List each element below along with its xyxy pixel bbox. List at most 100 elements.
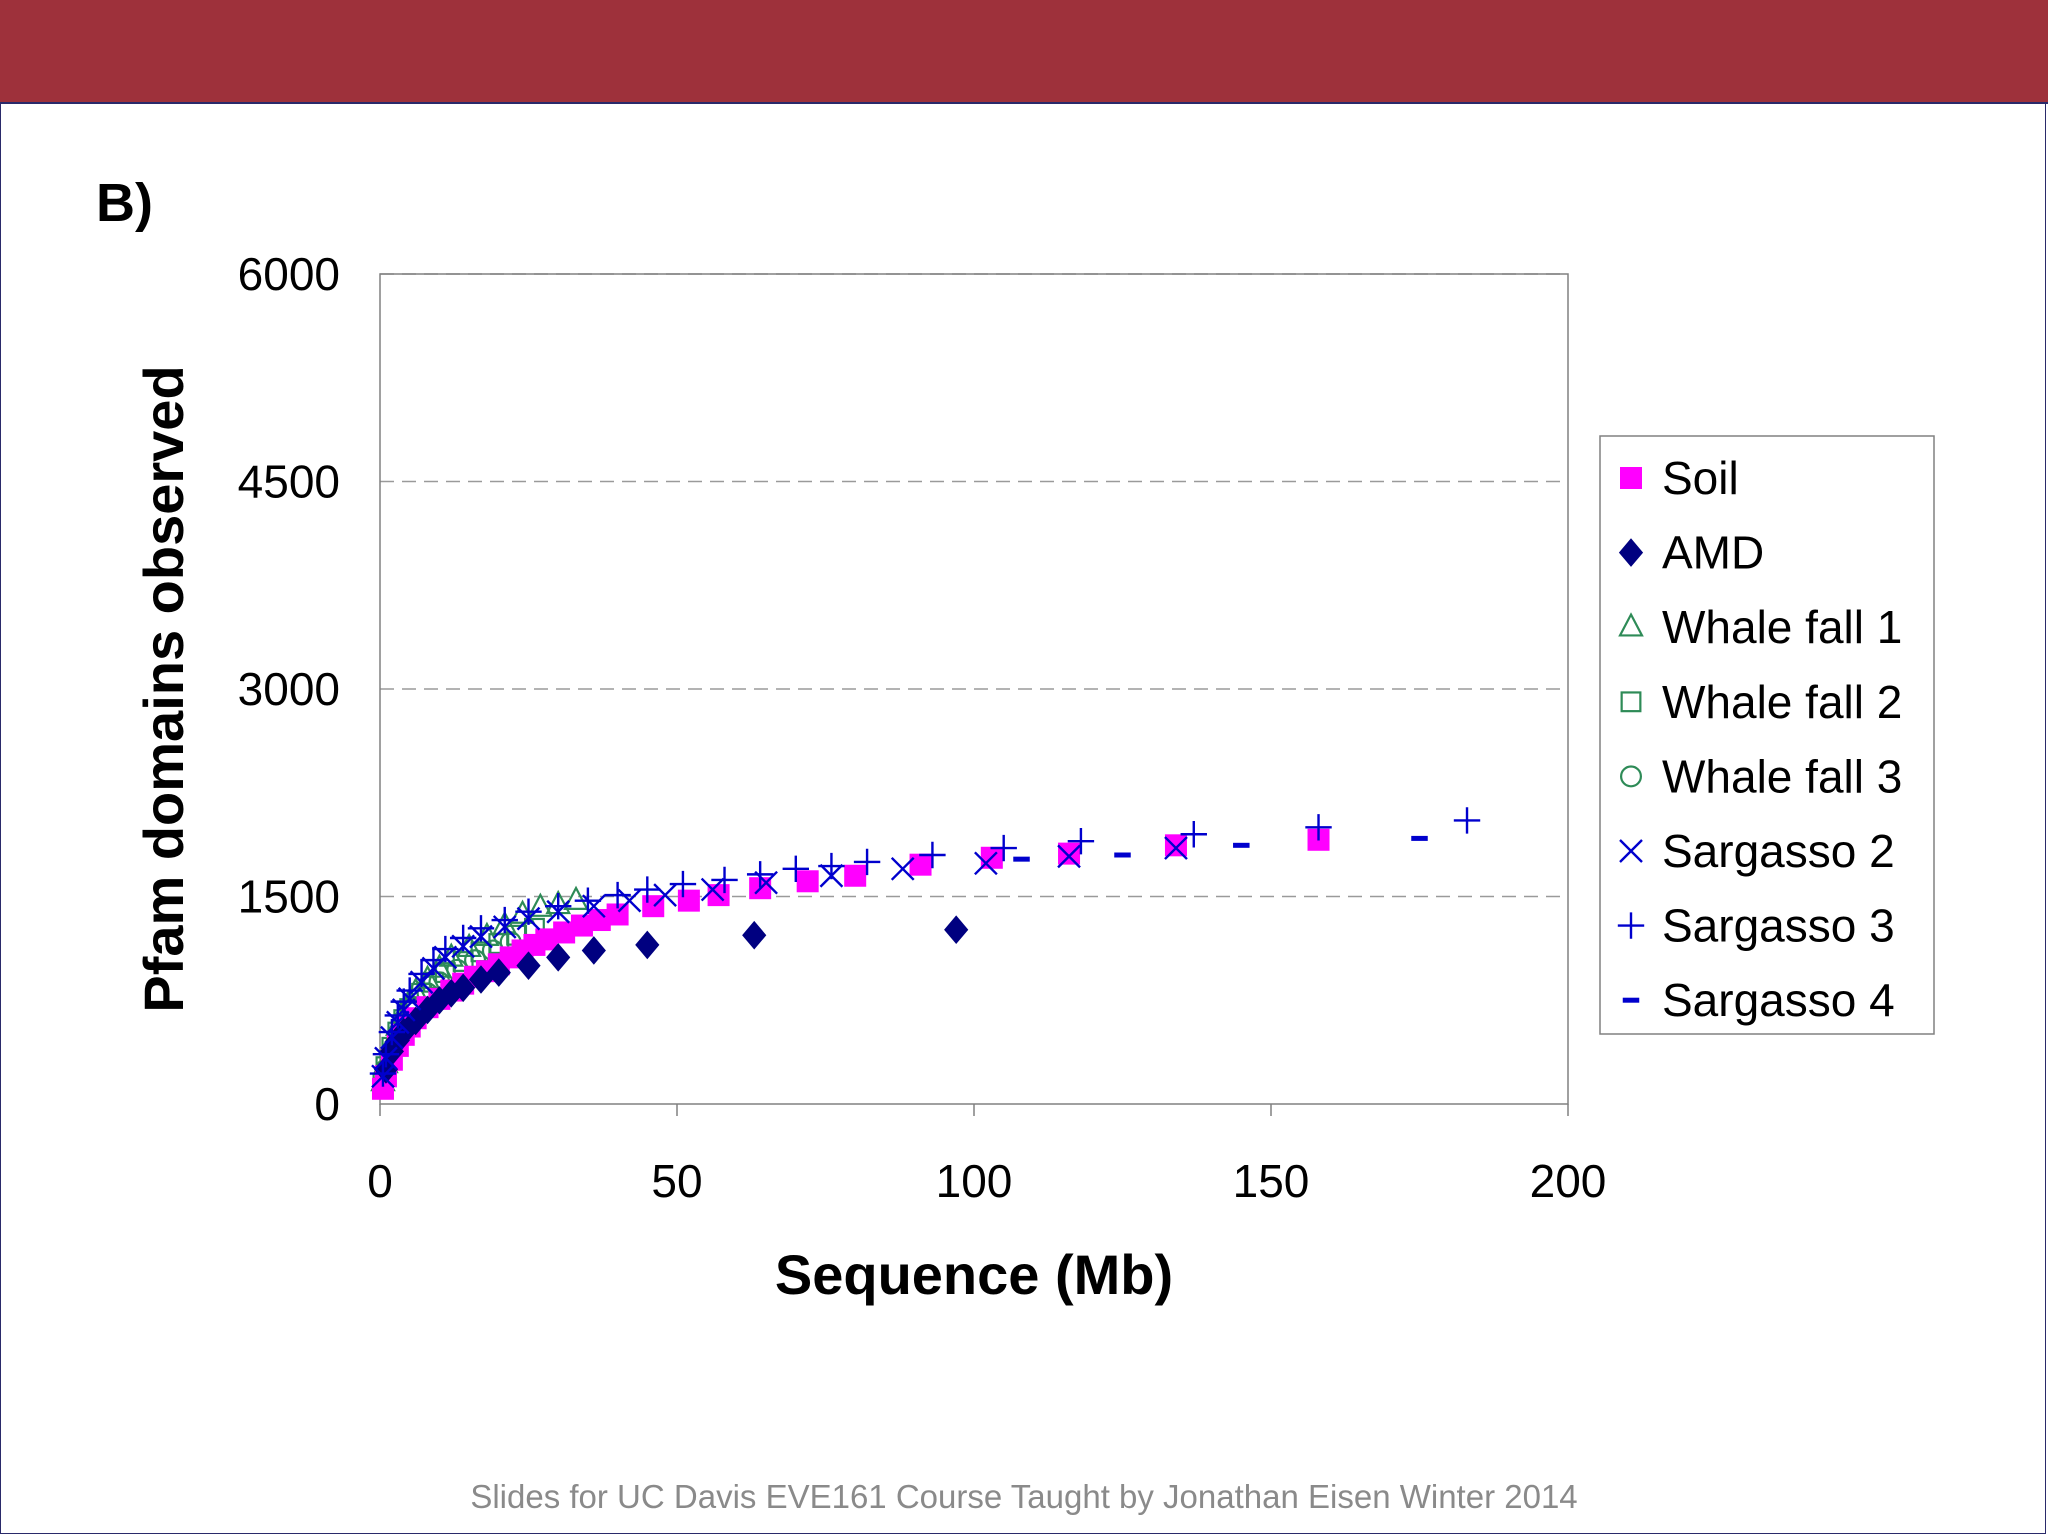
data-point [844, 864, 867, 887]
data-point [1180, 821, 1207, 848]
data-point [581, 894, 606, 919]
footer-credit: Slides for UC Davis EVE161 Course Taught… [470, 1478, 1578, 1515]
data-point [635, 930, 660, 960]
data-point [588, 909, 611, 932]
data-point [415, 995, 440, 1025]
data-point [449, 924, 477, 952]
data-point [553, 921, 576, 944]
data-point [700, 877, 725, 902]
data-point [796, 870, 819, 893]
data-point [535, 928, 558, 951]
x-tick-label: 100 [936, 1155, 1013, 1207]
legend-label: Whale fall 2 [1662, 676, 1902, 728]
data-point [408, 960, 435, 988]
data-point [634, 876, 661, 903]
data-point [974, 851, 998, 876]
data-point [711, 866, 738, 894]
data-point [516, 951, 541, 980]
data-point [1411, 835, 1428, 841]
data-point [1233, 842, 1250, 848]
data-point [491, 906, 518, 934]
y-tick-label: 1500 [238, 871, 340, 923]
data-point [1067, 827, 1095, 855]
legend-box [1599, 435, 1935, 1035]
series-amd [373, 915, 969, 1084]
data-point [1305, 814, 1332, 841]
legend-marker [1622, 997, 1640, 1003]
data-point [1164, 834, 1187, 857]
y-tick-label: 3000 [238, 663, 340, 715]
data-point [669, 870, 697, 898]
x-tick-label: 150 [1233, 1155, 1310, 1207]
data-point [606, 903, 629, 926]
data-points [369, 807, 1481, 1100]
y-tick-label: 6000 [238, 248, 340, 300]
data-point [677, 889, 700, 912]
data-point [909, 853, 932, 876]
y-axis-label: Pfam domains observed [132, 365, 195, 1012]
data-point [581, 936, 606, 965]
data-point [427, 985, 452, 1015]
data-point [432, 935, 459, 963]
data-point [1013, 856, 1030, 862]
legend-label: Whale fall 1 [1662, 601, 1902, 653]
data-point [467, 915, 495, 942]
data-point [396, 977, 423, 1004]
data-point [782, 855, 809, 883]
data-point [570, 914, 593, 937]
legend-marker [1618, 538, 1644, 567]
series-soil [371, 828, 1330, 1100]
data-point [746, 861, 774, 888]
x-tick-label: 50 [651, 1155, 702, 1207]
legend-label: Soil [1662, 452, 1739, 504]
data-point [617, 888, 642, 913]
legend-label: AMD [1662, 527, 1764, 579]
data-point [1114, 852, 1131, 858]
data-point [604, 881, 631, 909]
legend: Soil AMD Whale fall 1 Whale fall 2 Whale fal… [1599, 435, 1935, 1035]
x-tick-label: 0 [367, 1155, 393, 1207]
legend-marker [1620, 467, 1642, 489]
data-point [563, 885, 589, 911]
legend-label: Sargasso 4 [1662, 974, 1895, 1026]
data-point [1164, 836, 1188, 860]
data-point [515, 898, 542, 925]
legend-marker [1618, 612, 1644, 637]
data-point [818, 852, 845, 880]
series-sargasso-3 [369, 807, 1481, 1087]
data-point [546, 943, 571, 972]
data-point [369, 1060, 397, 1087]
legend-marker [1619, 839, 1643, 863]
data-point [574, 887, 602, 914]
data-point [451, 973, 476, 1003]
legend-marker [1617, 912, 1645, 939]
data-point [944, 915, 969, 944]
legend-label: Sargasso 3 [1662, 900, 1895, 952]
data-point [486, 958, 511, 987]
data-point [390, 988, 417, 1015]
data-point [853, 848, 881, 876]
legend-marker [1619, 765, 1642, 788]
chart-grid [380, 273, 1568, 898]
x-axis-label: Sequence (Mb) [775, 1243, 1173, 1306]
data-point [468, 965, 494, 994]
data-point [1453, 807, 1481, 834]
series-sargasso-4 [1013, 835, 1428, 862]
panel-label: B) [96, 173, 153, 233]
data-point [742, 920, 767, 950]
y-tick-label: 4500 [238, 456, 340, 508]
data-point [653, 883, 677, 907]
legend-label: Sargasso 2 [1662, 825, 1895, 877]
data-point [890, 856, 915, 881]
title-banner [0, 0, 2048, 104]
data-point [1058, 842, 1081, 865]
data-point [372, 1041, 400, 1068]
data-point [378, 1018, 406, 1046]
legend-label: Whale fall 3 [1662, 750, 1902, 802]
x-tick-label: 200 [1530, 1155, 1607, 1207]
legend-marker [1620, 691, 1642, 713]
data-point [420, 946, 447, 974]
tick-labels: 0 1500 3000 4500 6000 0 50 100 150 200 [238, 248, 1607, 1207]
data-point [990, 834, 1017, 862]
